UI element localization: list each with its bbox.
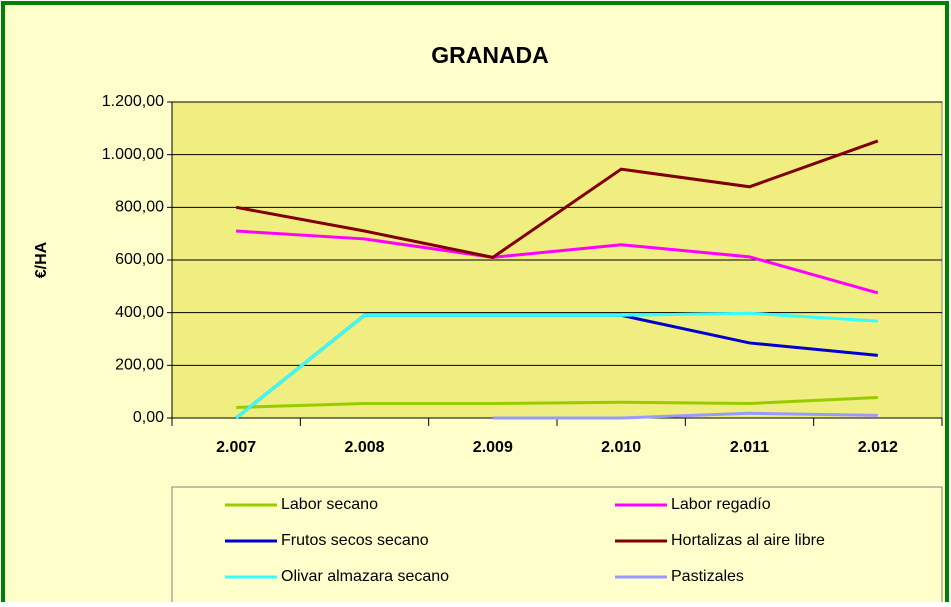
chart-title: GRANADA xyxy=(431,42,549,68)
series-line xyxy=(236,229,879,295)
y-tick-label: 400,00 xyxy=(115,304,164,321)
legend-label: Olivar almazara secano xyxy=(281,568,449,585)
series-line xyxy=(236,395,878,409)
legend-label: Pastizales xyxy=(671,568,744,585)
legend-label: Frutos secos secano xyxy=(281,532,429,549)
y-tick-label: 800,00 xyxy=(115,199,164,216)
x-tick-label: 2.007 xyxy=(216,439,256,456)
x-tick-label: 2.011 xyxy=(730,439,769,456)
legend-label: Hortalizas al aire libre xyxy=(671,532,825,549)
series-line xyxy=(492,411,878,420)
y-tick-label: 600,00 xyxy=(115,251,164,268)
y-tick-label: 1.200,00 xyxy=(102,93,164,110)
y-tick-label: 1.000,00 xyxy=(102,146,164,163)
x-tick-label: 2.008 xyxy=(344,439,384,456)
series-line xyxy=(235,311,878,420)
legend-label: Labor secano xyxy=(281,496,378,513)
y-tick-label: 200,00 xyxy=(115,357,164,374)
x-tick-label: 2.009 xyxy=(473,439,513,456)
x-tick-label: 2.010 xyxy=(601,439,641,456)
series-line xyxy=(235,139,879,259)
y-axis-label: €/HA xyxy=(33,241,50,278)
legend-label: Labor regadío xyxy=(671,496,771,513)
y-tick-label: 0,00 xyxy=(133,409,164,426)
x-tick-label: 2.012 xyxy=(858,439,898,456)
legend xyxy=(171,486,943,607)
